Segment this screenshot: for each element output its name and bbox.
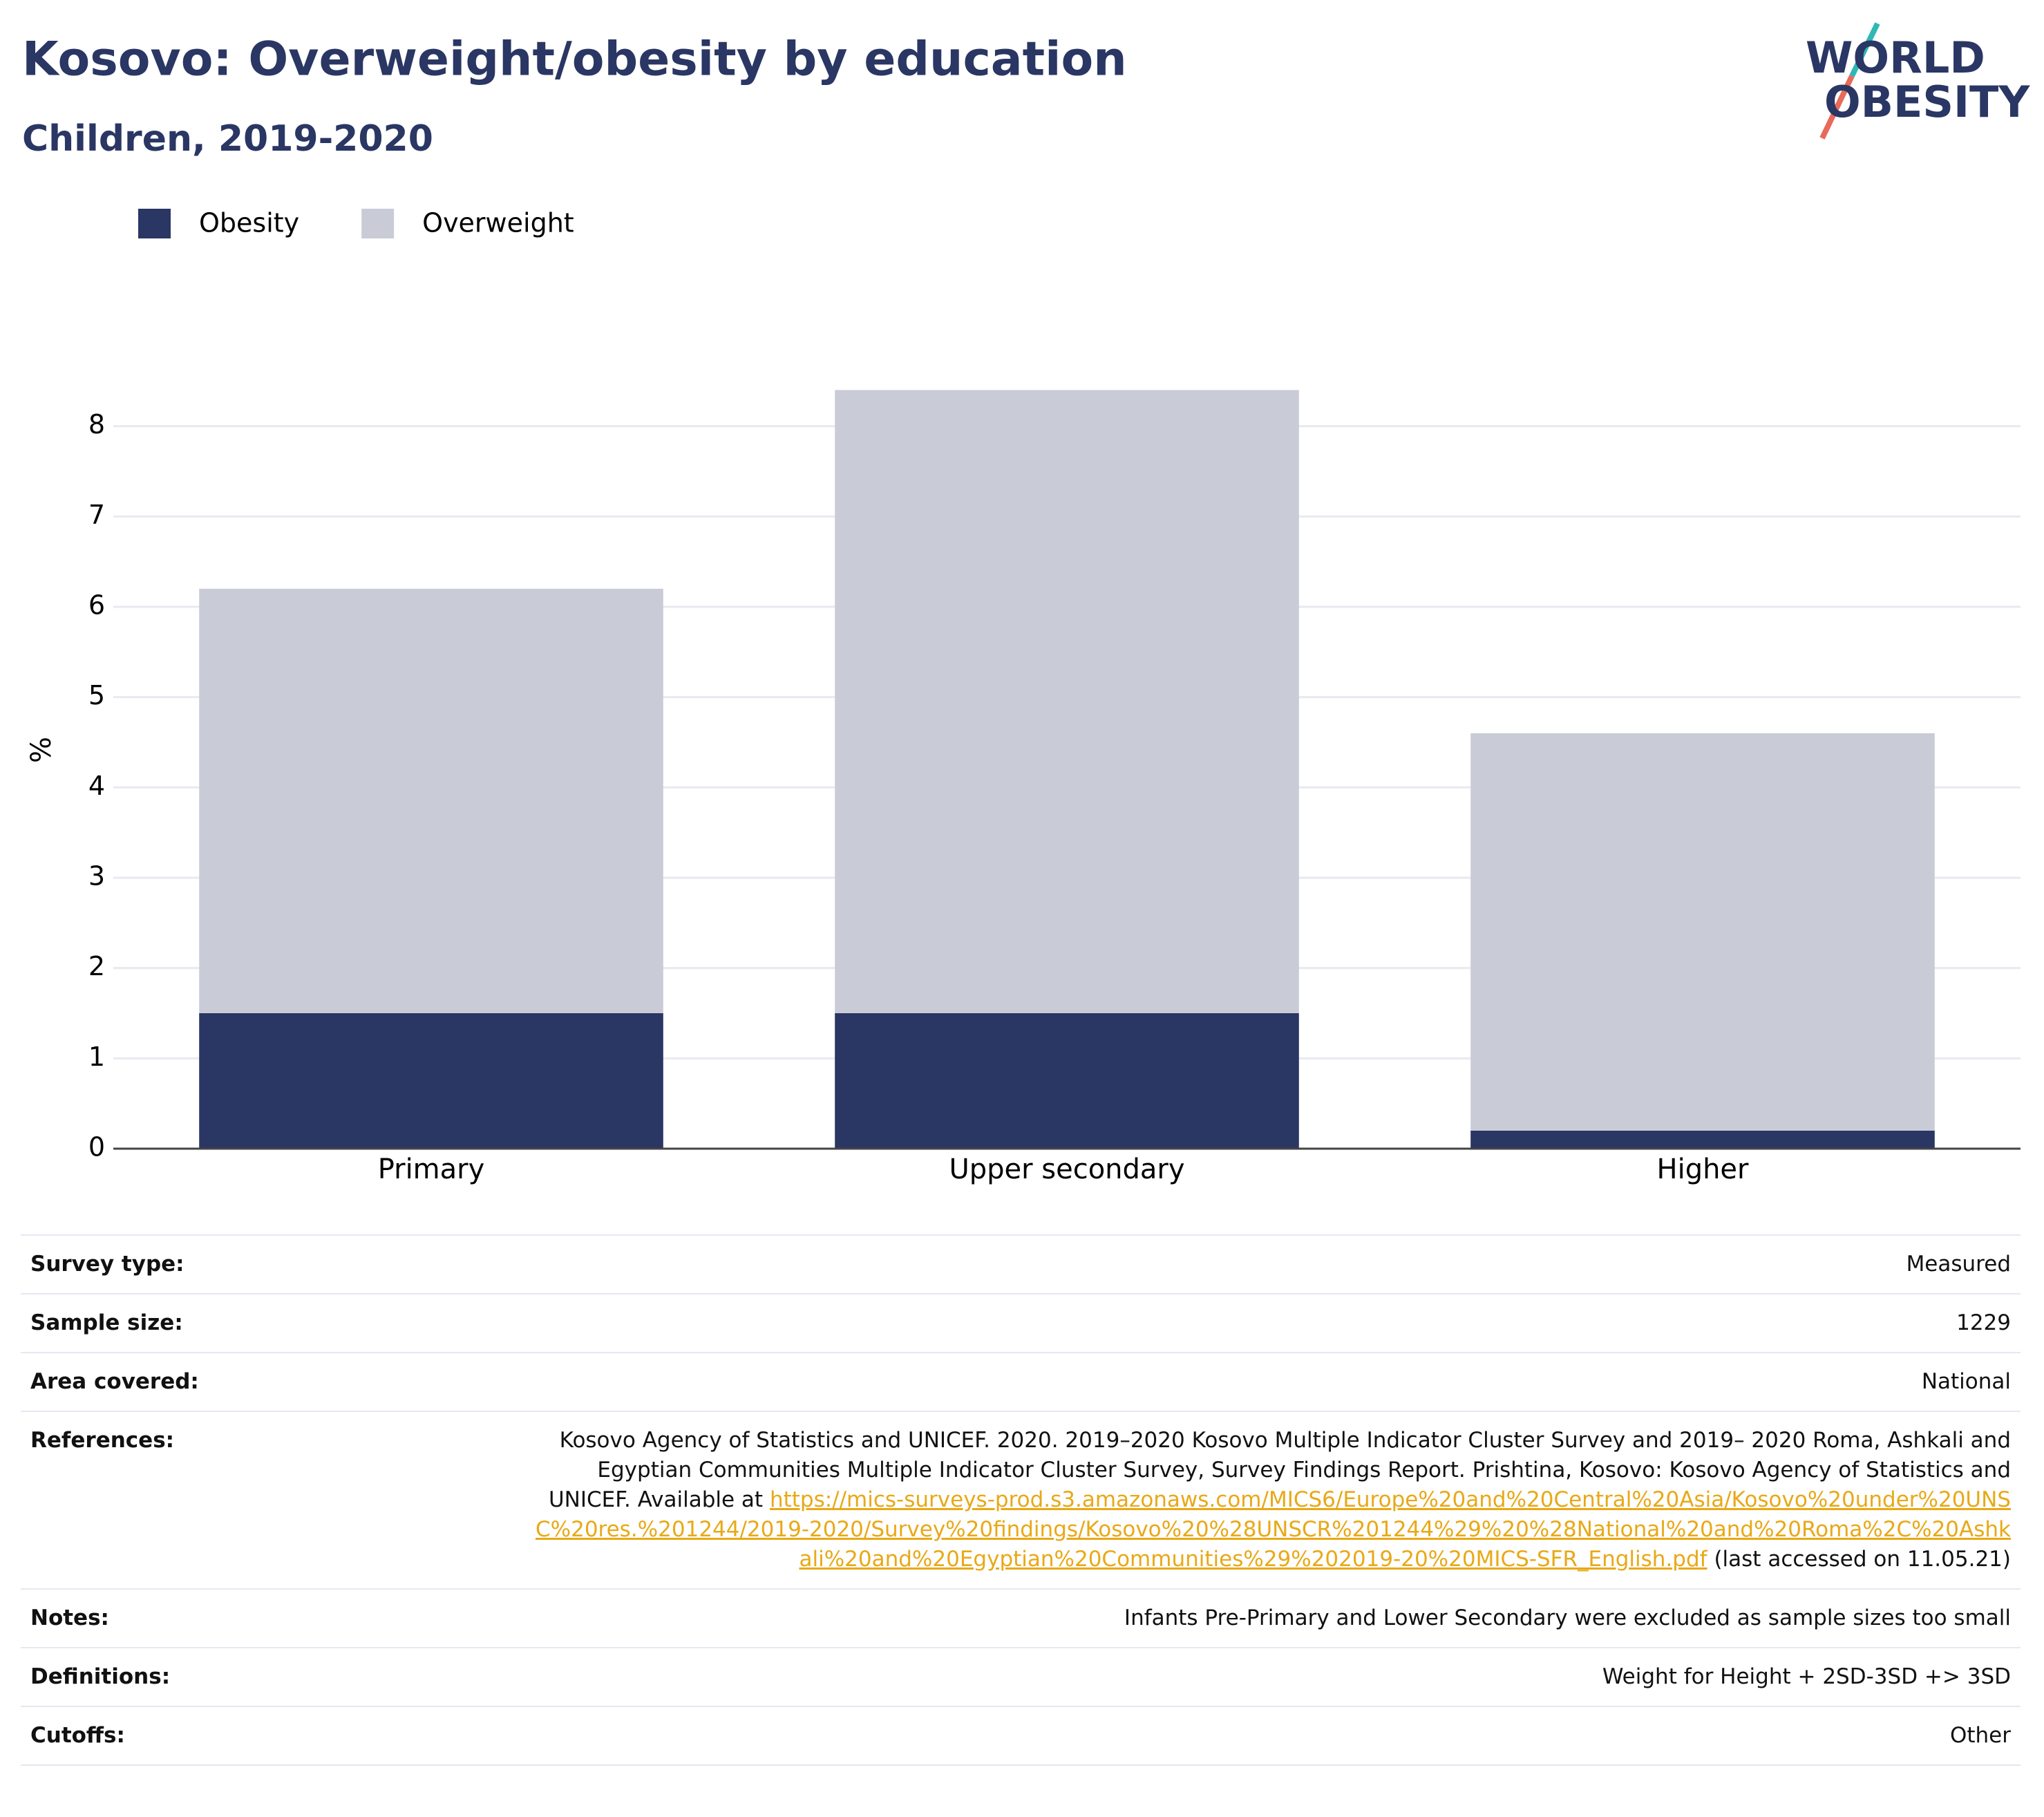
table-row: Sample size: 1229 bbox=[21, 1293, 2021, 1353]
y-tick-label: 8 bbox=[88, 409, 105, 440]
row-value: Weight for Height + 2SD-3SD +> 3SD bbox=[524, 1647, 2021, 1706]
legend-swatch bbox=[138, 209, 171, 238]
y-tick-label: 4 bbox=[88, 771, 105, 801]
x-tick-label: Primary bbox=[378, 1154, 485, 1185]
chart-subtitle: Children, 2019-2020 bbox=[22, 118, 433, 160]
legend-swatch bbox=[361, 209, 395, 238]
bar-segment bbox=[199, 1013, 663, 1149]
row-label: Area covered: bbox=[21, 1352, 524, 1411]
reference-link[interactable]: https://mics-surveys-prod.s3.amazonaws.c… bbox=[536, 1487, 2011, 1572]
bar-segment bbox=[1470, 1130, 1935, 1149]
row-label: Definitions: bbox=[21, 1647, 524, 1706]
row-value: Other bbox=[524, 1706, 2021, 1766]
reference-accessed: (last accessed on 11.05.21) bbox=[1714, 1547, 2011, 1572]
row-value: Infants Pre-Primary and Lower Secondary … bbox=[524, 1588, 2021, 1648]
row-value: Kosovo Agency of Statistics and UNICEF. … bbox=[524, 1411, 2021, 1589]
bar-segment bbox=[1470, 733, 1935, 1131]
reference-text: Kosovo Agency of Statistics and UNICEF. … bbox=[548, 1428, 2011, 1512]
row-label: References: bbox=[21, 1411, 524, 1589]
y-axis-label: % bbox=[26, 737, 57, 763]
row-value: National bbox=[524, 1352, 2021, 1411]
legend-label: Obesity bbox=[199, 208, 299, 238]
logo-text: OBESITY bbox=[1824, 77, 2030, 127]
bar-segment bbox=[835, 390, 1299, 1013]
info-table: Survey type: Measured Sample size: 1229 Area… bbox=[21, 1234, 2021, 1766]
row-label: Cutoffs: bbox=[21, 1706, 524, 1766]
row-value: 1229 bbox=[524, 1293, 2021, 1353]
row-label: Sample size: bbox=[21, 1293, 524, 1353]
table-row: Survey type: Measured bbox=[21, 1234, 2021, 1294]
y-tick-label: 7 bbox=[88, 500, 105, 530]
row-label: Survey type: bbox=[21, 1234, 524, 1294]
logo-text: WORLD bbox=[1806, 32, 1985, 83]
y-tick-label: 3 bbox=[88, 860, 105, 891]
x-tick-label: Higher bbox=[1657, 1154, 1750, 1185]
table-row: Cutoffs: Other bbox=[21, 1706, 2021, 1766]
table-row: Area covered: National bbox=[21, 1352, 2021, 1411]
table-row: Definitions: Weight for Height + 2SD-3SD … bbox=[21, 1647, 2021, 1706]
row-label: Notes: bbox=[21, 1588, 524, 1648]
row-value: Measured bbox=[524, 1234, 2021, 1294]
y-tick-label: 5 bbox=[88, 680, 105, 710]
y-tick-label: 2 bbox=[88, 951, 105, 981]
y-tick-label: 0 bbox=[88, 1132, 105, 1162]
logo-slash bbox=[1819, 75, 1855, 140]
table-row: Notes: Infants Pre-Primary and Lower Seco… bbox=[21, 1588, 2021, 1648]
logo-slash bbox=[1849, 22, 1880, 77]
chart-title: Kosovo: Overweight/obesity by education bbox=[22, 32, 1127, 87]
y-tick-label: 6 bbox=[88, 590, 105, 620]
y-tick-label: 1 bbox=[88, 1042, 105, 1072]
bar-segment bbox=[199, 588, 663, 1013]
bar-segment bbox=[835, 1013, 1299, 1149]
x-tick-label: Upper secondary bbox=[949, 1154, 1184, 1185]
table-row: References: Kosovo Agency of Statistics a… bbox=[21, 1411, 2021, 1589]
chart: Kosovo: Overweight/obesity by education … bbox=[22, 22, 2030, 1185]
legend-label: Overweight bbox=[422, 208, 574, 238]
